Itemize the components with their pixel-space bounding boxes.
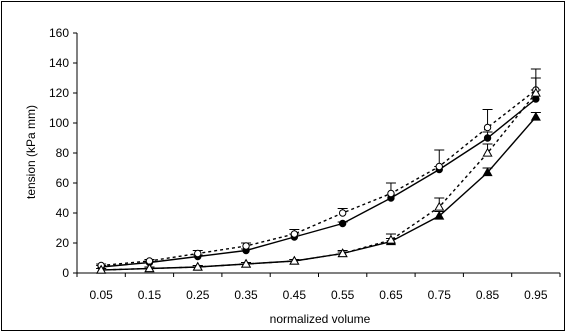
tick-labels: 0 20 40 60 80 100 120 140 160 0.05 0.15 0.25 0.35 0.4… [49,26,548,302]
series-line [101,116,537,271]
data-point [290,230,299,238]
x-axis-label: normalized volume [270,312,371,326]
series-layer [96,68,541,274]
y-tick-label: 0 [62,266,69,280]
x-tick-label: 0.75 [428,288,452,302]
series-4 [96,77,541,274]
series-3 [96,111,541,274]
data-point [240,258,252,268]
data-point [337,248,348,258]
x-tick-label: 0.45 [283,288,307,302]
series-line [101,89,537,267]
data-point [483,123,492,132]
data-point [530,87,541,97]
data-point [482,147,493,157]
data-point [483,134,492,142]
data-point [144,263,155,273]
axes [73,32,561,277]
data-point [289,255,300,265]
y-tick-label: 140 [49,56,69,70]
data-point [242,242,250,250]
data-point [532,95,540,103]
y-tick-label: 160 [49,26,69,40]
data-point [192,261,203,271]
x-tick-label: 0.25 [186,288,210,302]
series-1 [96,89,541,271]
x-tick-label: 0.15 [138,288,162,302]
data-point [194,249,202,258]
data-point [482,167,493,177]
x-tick-label: 0.55 [331,288,355,302]
y-tick-label: 60 [56,176,70,190]
data-point [387,189,395,198]
data-point [338,209,347,217]
y-tick-label: 100 [49,116,69,130]
data-point [96,264,107,274]
series-line [101,92,537,271]
y-axis-label: tension (kPa mm) [24,105,38,199]
data-point [530,111,541,121]
x-tick-label: 0.95 [524,288,548,302]
data-point [435,162,443,171]
series-line [101,98,537,268]
x-tick-label: 0.05 [89,288,113,302]
data-point [434,210,445,220]
data-point [385,234,397,244]
data-point [338,219,347,228]
data-point [434,201,445,211]
x-tick-label: 0.65 [379,288,403,302]
y-tick-label: 20 [56,236,70,250]
y-tick-label: 80 [56,146,70,160]
y-tick-label: 40 [56,206,70,220]
data-point [145,257,154,265]
series-2 [96,68,541,270]
y-tick-label: 120 [49,86,69,100]
x-tick-label: 0.35 [234,288,258,302]
x-tick-label: 0.85 [476,288,500,302]
